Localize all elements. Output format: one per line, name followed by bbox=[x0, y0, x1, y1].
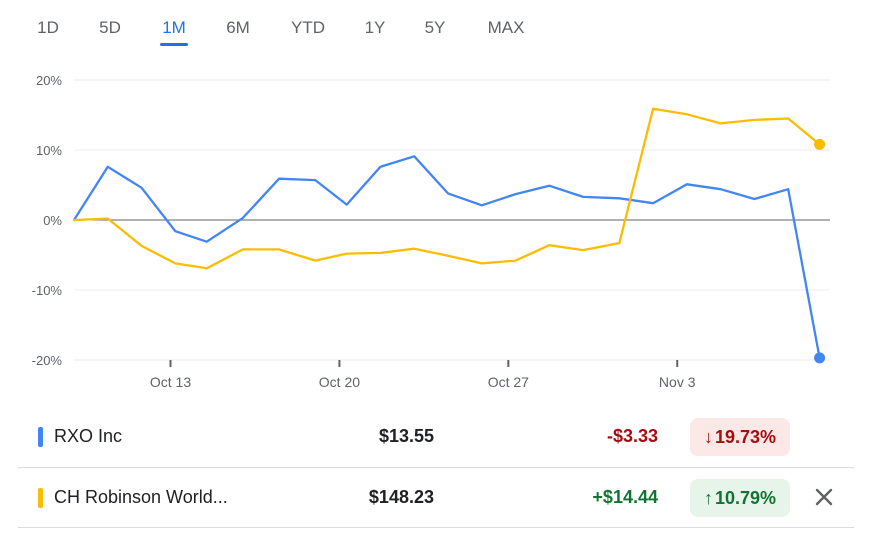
x-tick-label: Oct 20 bbox=[319, 374, 360, 390]
percent-change-badge: ↓ 19.73% bbox=[690, 418, 790, 456]
stock-name: RXO Inc bbox=[54, 426, 123, 446]
active-tab-indicator bbox=[160, 43, 188, 46]
stock-price: $13.55 bbox=[378, 426, 434, 446]
series-line-rxo bbox=[72, 155, 821, 360]
y-tick-label: 0% bbox=[43, 213, 62, 228]
row-divider bbox=[18, 467, 854, 468]
table-row-chrw[interactable]: CH Robinson World... $148.23 +$14.44 ↑ 1… bbox=[18, 469, 854, 527]
y-tick-label: -10% bbox=[32, 283, 63, 298]
percent-change-badge: ↑ 10.79% bbox=[690, 479, 790, 517]
tab-1m[interactable]: 1M bbox=[162, 18, 186, 37]
series-color-marker bbox=[38, 427, 43, 447]
percent-change-value: 10.79% bbox=[714, 487, 777, 508]
tab-max[interactable]: MAX bbox=[487, 18, 525, 37]
x-tick-label: Nov 3 bbox=[659, 374, 696, 390]
comparison-line-chart: 20% 10% 0% -10% -20% Oct 13 Oct 20 Oct 27 Nov 3 bbox=[32, 73, 830, 390]
row-divider bbox=[18, 527, 854, 528]
y-tick-label: 10% bbox=[36, 143, 62, 158]
tab-6m[interactable]: 6M bbox=[226, 18, 250, 37]
series-line-chrw bbox=[72, 107, 821, 270]
series-endpoint-chrw bbox=[814, 138, 826, 150]
tab-1d[interactable]: 1D bbox=[37, 18, 59, 37]
stock-name: CH Robinson World... bbox=[54, 487, 228, 507]
percent-change-value: 19.73% bbox=[714, 426, 777, 447]
series-color-marker bbox=[38, 488, 43, 508]
y-tick-label: -20% bbox=[32, 353, 63, 368]
tab-ytd[interactable]: YTD bbox=[291, 18, 325, 37]
price-change: -$3.33 bbox=[606, 426, 658, 446]
tab-5d[interactable]: 5D bbox=[99, 18, 121, 37]
arrow-down-icon: ↓ bbox=[703, 426, 713, 447]
x-tick-label: Oct 27 bbox=[488, 374, 529, 390]
stock-price: $148.23 bbox=[368, 487, 434, 507]
tab-1y[interactable]: 1Y bbox=[364, 18, 386, 37]
series-endpoint-rxo bbox=[814, 352, 826, 364]
table-row-rxo[interactable]: RXO Inc $13.55 -$3.33 ↓ 19.73% bbox=[18, 408, 854, 466]
close-icon[interactable] bbox=[810, 483, 838, 511]
price-change: +$14.44 bbox=[592, 487, 658, 507]
x-tick-label: Oct 13 bbox=[150, 374, 191, 390]
range-tabs: 1D 5D 1M 6M YTD 1Y 5Y MAX bbox=[24, 14, 564, 48]
arrow-up-icon: ↑ bbox=[703, 487, 713, 508]
y-tick-label: 20% bbox=[36, 73, 62, 88]
tab-5y[interactable]: 5Y bbox=[424, 18, 446, 37]
